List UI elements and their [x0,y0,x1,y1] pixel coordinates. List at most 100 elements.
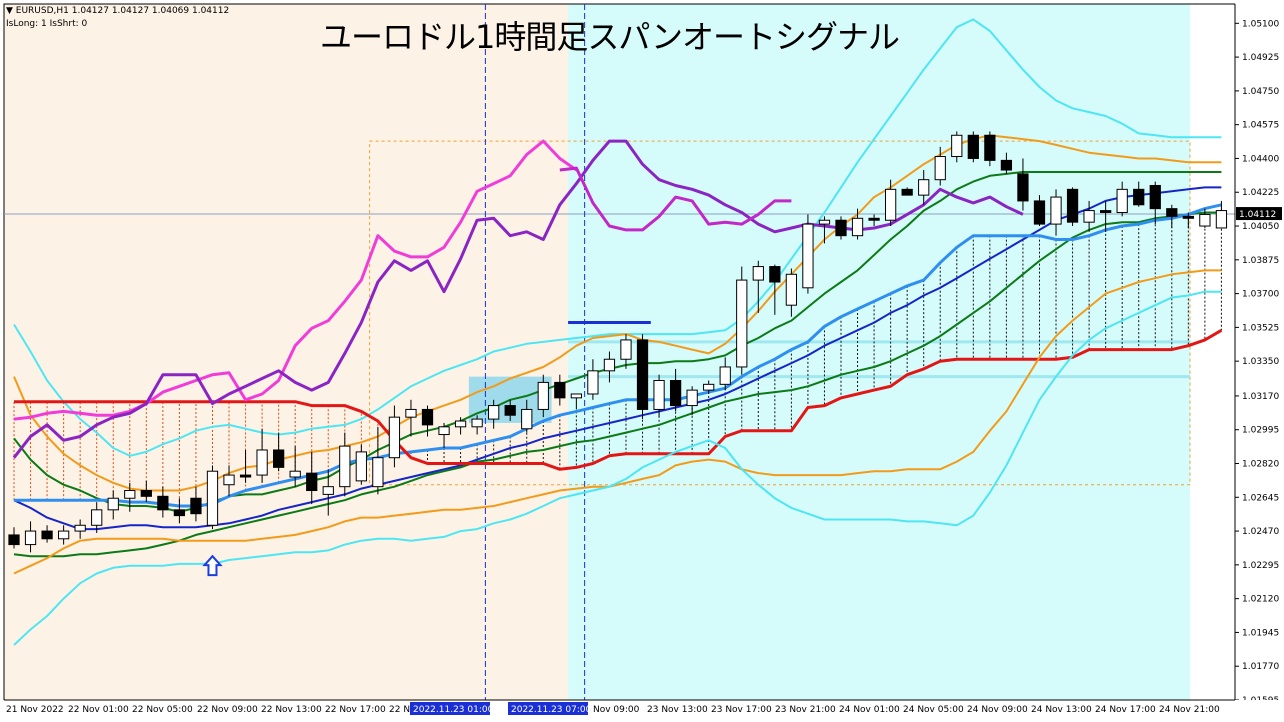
price-tick-label: 1.05100 [1242,19,1279,29]
time-tick-label: 22 Nov 09:00 [197,705,258,715]
candle-body [1199,213,1211,227]
candle-body [454,420,467,428]
time-tick-label: 24 Nov 05:00 [903,705,964,715]
candle-body [736,279,748,368]
candle-body [934,156,946,181]
indicator-line-7 [13,269,1222,575]
candle-body [851,217,864,237]
candle-body [785,273,798,306]
price-tick-label: 1.03700 [1242,290,1279,300]
candle-body [1215,210,1228,229]
symbol-header: ▼ EURUSD,H1 1.04127 1.04127 1.04069 1.04… [6,6,230,16]
candle-body [984,134,996,161]
price-tick-label: 1.01945 [1242,628,1279,638]
background-zone [568,4,1190,700]
indicator-line-3 [13,211,1222,558]
candle-body [1116,188,1128,214]
time-tick-label: 2022.11.23 01:00 [413,705,494,715]
candle-body [570,393,582,399]
candle-body [835,219,847,237]
candle-body [438,426,450,436]
price-tick-label: 1.02995 [1242,426,1279,436]
price-tick-label: 1.04225 [1242,188,1279,198]
candle-body [868,217,880,221]
candle-body [554,381,566,399]
candle-body [1182,215,1194,219]
candle-body [669,379,682,407]
time-tick-label: 24 Nov 13:00 [1031,705,1092,715]
candle-body [8,534,20,546]
price-tick-label: 1.02470 [1242,527,1279,537]
time-tick-label: 22 Nov 13:00 [261,705,322,715]
time-tick-label: 24 Nov 09:00 [967,705,1028,715]
candle-body [686,389,698,407]
time-tick-label: 23 Nov 13:00 [647,705,708,715]
candle-body [157,495,169,511]
candle-body [1149,184,1161,210]
candle-body [884,188,897,221]
candle-body [752,266,764,281]
price-tick-label: 1.03350 [1242,357,1279,367]
time-tick-label: 22 Nov 01:00 [68,705,129,715]
time-tick-label: 22 No [389,705,416,715]
price-tick-label: 1.02295 [1242,561,1279,571]
time-tick-label: 22 Nov 05:00 [132,705,193,715]
candle-body [620,339,632,360]
candle-body [256,449,268,476]
current-price-tag [1236,207,1282,221]
candle-body [306,472,318,492]
time-tick-label: 24 Nov 17:00 [1095,705,1156,715]
candle-body [190,497,202,515]
candle-body [802,223,814,289]
candle-body [355,451,367,482]
price-tick-label: 1.03875 [1242,256,1279,266]
candle-body [1033,200,1046,225]
candle-body [421,408,434,426]
time-tick-label: 24 Nov 21:00 [1159,705,1220,715]
candle-body [1166,208,1178,217]
time-label-highlight [508,702,588,715]
time-tick-label: 23 Nov 17:00 [711,705,772,715]
price-tick-label: 1.02645 [1242,493,1279,503]
time-tick-label: 22 Nov 17:00 [325,705,386,715]
price-tick-label: 1.04050 [1242,222,1279,232]
indicator-line-9 [13,139,578,421]
candle-body [1000,159,1013,171]
candle-body [587,370,599,395]
price-tick-label: 1.01770 [1242,662,1279,672]
candle-body [818,219,831,225]
time-tick-label: 24 Nov 01:00 [839,705,900,715]
candle-body [703,383,715,391]
price-axis-bg [1235,0,1284,722]
candle-body [1066,188,1079,223]
candle-body [636,339,649,410]
signal-status: IsLong: 1 IsShrt: 0 [6,19,88,29]
candle-body [405,408,417,418]
candle-body [140,490,152,497]
candle-body [488,405,500,420]
candle-body [521,408,533,430]
candle-body [901,188,913,196]
price-tick-label: 1.03170 [1242,392,1279,402]
candle-body [471,418,483,428]
current-price-label: 1.04112 [1239,210,1276,220]
candle-body [322,486,334,495]
time-tick-label: 23 Nov 21:00 [775,705,836,715]
price-tick-label: 1.04750 [1242,87,1279,97]
range-box [369,140,1191,486]
price-tick-label: 1.04575 [1242,121,1279,131]
candle-body [273,449,285,468]
candle-body [1017,173,1029,202]
price-tick-label: 1.04925 [1242,53,1279,63]
candle-body [603,358,616,372]
candle-body [388,416,401,459]
candle-body [107,497,119,511]
candle-body [1133,188,1145,206]
price-tick-label: 1.02120 [1242,595,1279,605]
candle-body [504,405,516,416]
candle-body [289,470,301,478]
candle-body [918,179,930,196]
price-tick-label: 1.03525 [1242,323,1279,333]
